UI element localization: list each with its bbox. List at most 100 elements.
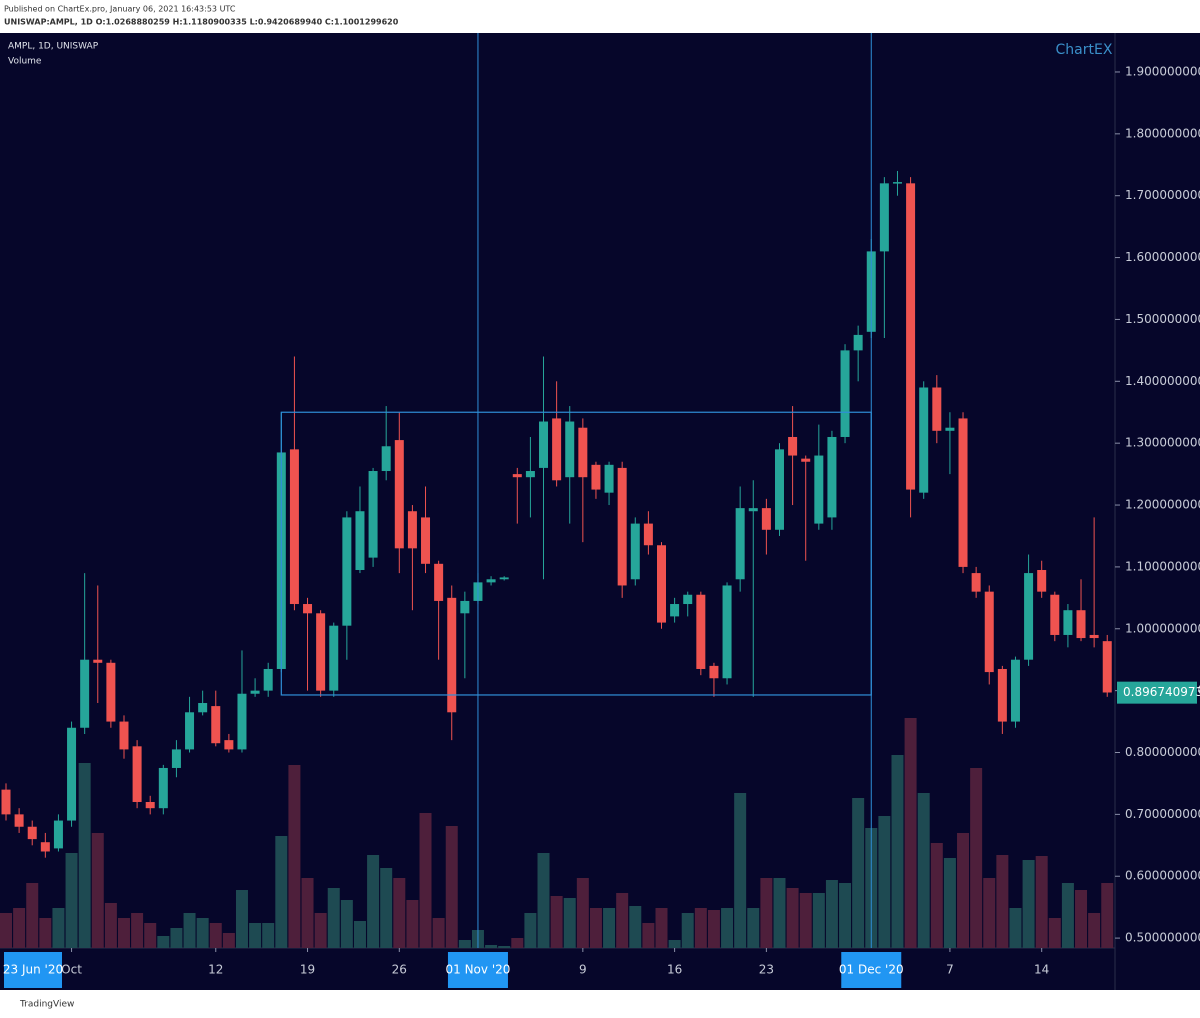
y-tick-label: 1.1000000000 (1125, 559, 1200, 573)
candle-body (407, 511, 417, 549)
volume-bar (917, 793, 930, 948)
candle-body (447, 597, 457, 713)
volume-bar (550, 896, 563, 948)
candle-body (643, 523, 653, 546)
series-label: AMPL, 1D, UNISWAP (8, 42, 99, 52)
volume-bar (773, 878, 786, 948)
x-start-label-bg (4, 952, 62, 988)
volume-bar (930, 843, 943, 948)
candle-body (683, 594, 693, 605)
candle-body (381, 446, 391, 472)
volume-bar (589, 908, 602, 948)
candle-body (171, 749, 181, 768)
candle-body (827, 436, 837, 518)
candle-body (578, 427, 588, 478)
y-tick-label: 0.7000000000 (1125, 807, 1200, 821)
candle-body (932, 387, 942, 431)
candle-body (748, 508, 758, 512)
volume-bar (878, 816, 891, 948)
candle-body (67, 727, 77, 821)
candle-body (368, 471, 378, 558)
volume-bar (996, 855, 1009, 948)
volume-bar (419, 813, 432, 948)
volume-bar (1088, 913, 1101, 948)
volume-bar (235, 890, 248, 948)
candle-body (591, 464, 601, 490)
volume-bar (0, 913, 12, 948)
candle-body (892, 182, 902, 184)
volume-bar (144, 923, 157, 948)
volume-bar (616, 893, 629, 948)
volume-bar (655, 908, 668, 948)
candle-body (788, 436, 798, 456)
volume-bar (668, 940, 681, 948)
volume-bar (52, 908, 65, 948)
y-tick-label: 1.5000000000 (1125, 312, 1200, 326)
volume-bar (1061, 883, 1074, 948)
candle-body (237, 693, 247, 750)
volume-bar (904, 718, 917, 948)
candle-body (27, 826, 37, 840)
candle-body (289, 449, 299, 605)
footer-brand: TradingView (19, 1000, 74, 1010)
candle-body (630, 523, 640, 580)
candle-body (394, 440, 404, 549)
volume-bar (786, 888, 799, 948)
candle-body (460, 600, 470, 614)
volume-bar (91, 833, 104, 948)
candle-body (1063, 610, 1073, 635)
volume-bar (367, 855, 380, 948)
y-tick-label: 1.6000000000 (1125, 250, 1200, 264)
y-tick-label: 1.3000000000 (1125, 436, 1200, 450)
candle-body (355, 511, 365, 570)
candle-body (1102, 641, 1112, 693)
volume-bar (983, 878, 996, 948)
volume-bar (458, 940, 471, 948)
x-tick-label: 19 (300, 963, 315, 977)
volume-bar (721, 908, 734, 948)
candle-body (696, 594, 706, 669)
volume-bar (839, 883, 852, 948)
candle-body (303, 604, 313, 614)
volume-bar (78, 763, 91, 948)
volume-bar (812, 893, 825, 948)
x-tick-label: 26 (392, 963, 407, 977)
volume-bar (943, 858, 956, 948)
volume-bar (485, 945, 498, 948)
volume-bar (1101, 883, 1114, 948)
x-tick-label: 23 (759, 963, 774, 977)
candle-body (670, 604, 680, 617)
volume-bar (1009, 908, 1022, 948)
candle-body (342, 517, 352, 626)
volume-bar (26, 883, 39, 948)
y-tick-label: 1.4000000000 (1125, 374, 1200, 388)
volume-bar (262, 923, 275, 948)
volume-bar (170, 928, 183, 948)
candle-body (906, 183, 916, 490)
x-tick-label: 16 (667, 963, 682, 977)
volume-bar (957, 833, 970, 948)
candle-body (814, 455, 824, 524)
volume-bar (603, 908, 616, 948)
volume-bar (327, 888, 340, 948)
candle-body (198, 703, 208, 713)
volume-bar (760, 878, 773, 948)
volume-bar (1075, 890, 1088, 948)
candle-body (997, 668, 1007, 722)
volume-bar (852, 798, 865, 948)
candle-body (722, 585, 732, 679)
candle-body (80, 659, 90, 728)
volume-bar (1048, 918, 1061, 948)
volume-bar (694, 908, 707, 948)
volume-bar (249, 923, 262, 948)
volume-bar (747, 908, 760, 948)
volume-bar (183, 913, 196, 948)
y-tick-label: 0.6000000000 (1125, 869, 1200, 883)
candle-body (774, 449, 784, 530)
candle-body (565, 421, 575, 478)
volume-bar (445, 826, 458, 948)
range-box (280, 411, 872, 696)
candle-body (617, 467, 627, 586)
candle-body (93, 659, 103, 663)
x-tick-label: 7 (946, 963, 954, 977)
